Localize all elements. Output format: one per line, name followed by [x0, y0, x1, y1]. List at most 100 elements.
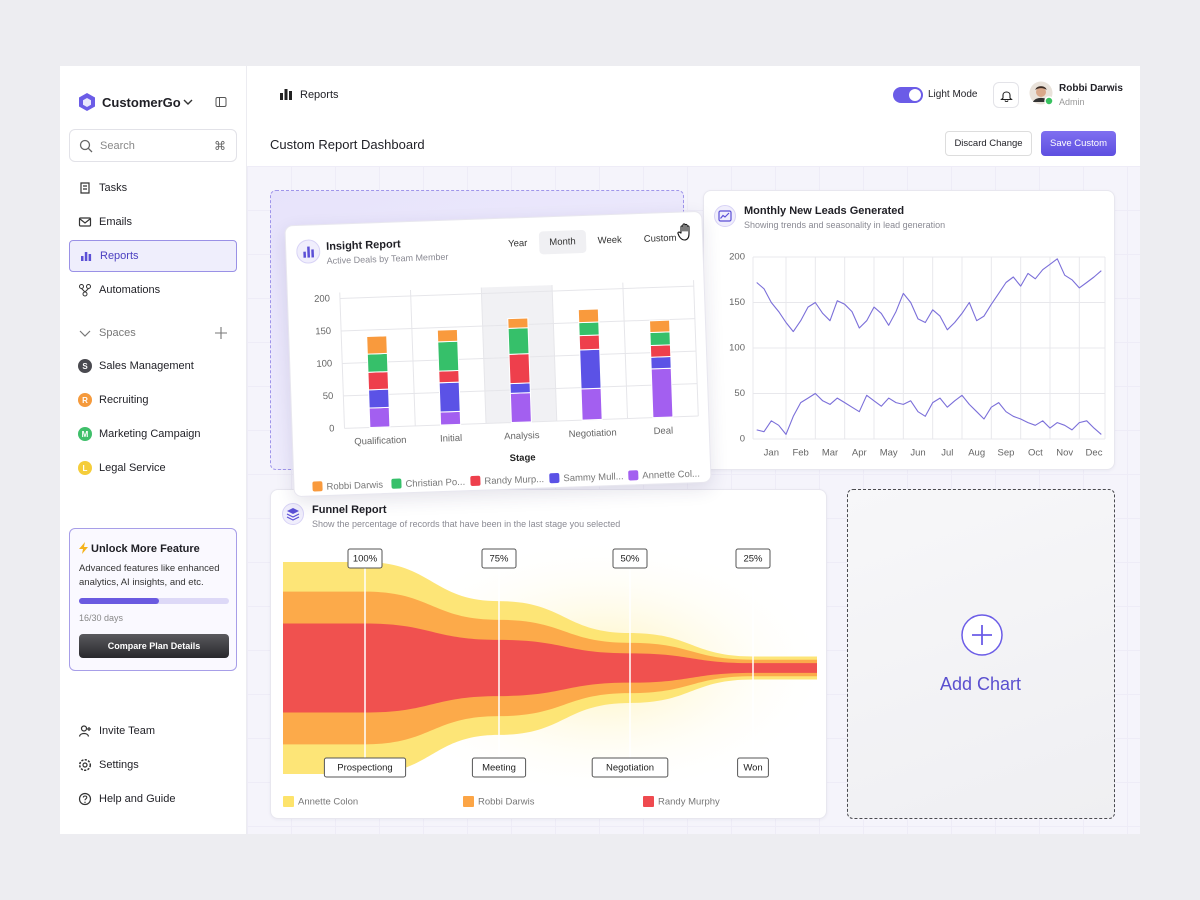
bar-segment [366, 335, 388, 355]
bar-segment [650, 356, 672, 370]
reports-icon [280, 89, 292, 100]
y-tick-label: 0 [740, 434, 745, 445]
insight-card[interactable]: Insight Report Active Deals by Team Memb… [284, 210, 712, 498]
add-space[interactable] [214, 326, 228, 340]
collapse-button[interactable] [215, 96, 227, 108]
y-tick-label: 50 [734, 388, 745, 399]
line-chart: 0 50 100 150 200 Jan Feb Mar Apr May Jun Jul Aug Sep O… [729, 252, 1106, 459]
brand-menu[interactable] [182, 97, 194, 107]
legend-swatch [283, 796, 294, 807]
bar-segment [650, 367, 674, 419]
compare-button[interactable]: Compare Plan Details [79, 634, 229, 658]
line-series [756, 258, 1102, 333]
x-tick-label: Feb [792, 448, 808, 459]
icon [78, 758, 92, 772]
x-tick-label: Deal [653, 425, 673, 437]
icon [78, 792, 92, 806]
card-icon [714, 205, 736, 227]
band-divider [622, 282, 629, 419]
promo-title: Unlock More Feature [91, 543, 200, 555]
bolt-icon [79, 542, 88, 554]
nav-label: Help and Guide [99, 793, 176, 805]
brand-logo [79, 93, 95, 111]
value-label: 25% [743, 554, 763, 565]
icon [79, 284, 91, 297]
promo-card: Unlock More Feature Advanced features li… [69, 528, 237, 671]
mode-label: Light Mode [928, 89, 978, 100]
bar-segment [508, 353, 531, 385]
icon [78, 217, 92, 227]
divider [246, 66, 247, 834]
bar-segment [509, 382, 531, 394]
save-button[interactable]: Save Custom [1041, 131, 1116, 156]
legend-label: Randy Murphy [658, 797, 720, 808]
legend-swatch [463, 796, 474, 807]
y-tick-label: 150 [315, 326, 331, 338]
bar-segment [507, 327, 530, 355]
legend-label: Randy Murp... [484, 474, 544, 487]
x-tick-label: Jul [941, 448, 953, 459]
nav-label: Settings [99, 759, 139, 771]
avatar[interactable] [1029, 81, 1055, 107]
nav-item[interactable]: Settings [69, 749, 237, 781]
bar-segment [437, 340, 460, 372]
card-icon [282, 503, 304, 525]
card-subtitle: Show the percentage of records that have… [312, 519, 621, 529]
progress-track [79, 598, 229, 604]
spaces-title: Spaces [99, 327, 136, 339]
space-label: Marketing Campaign [99, 428, 201, 440]
bar-segment [439, 410, 462, 426]
add-chart-slot[interactable]: Add Chart [847, 489, 1115, 819]
stage-box [737, 757, 769, 778]
space-badge: R [78, 393, 92, 407]
grid-line [339, 285, 694, 299]
legend-swatch [470, 475, 481, 486]
bar-segment [649, 344, 672, 358]
y-tick-label: 100 [316, 358, 332, 370]
bar-segment [368, 388, 390, 409]
x-tick-label: Apr [852, 448, 867, 459]
search-box[interactable]: Search ⌘ [69, 129, 237, 162]
space-badge: M [78, 427, 92, 441]
nav-item[interactable]: Tasks [69, 172, 237, 204]
nav-label: Invite Team [99, 725, 156, 737]
nav-item[interactable]: Invite Team [69, 715, 237, 747]
nav-label: Tasks [99, 182, 128, 194]
nav-item[interactable]: Help and Guide [69, 783, 237, 815]
y-tick-label: 200 [314, 293, 330, 305]
page-title: Custom Report Dashboard [270, 137, 425, 152]
x-tick-label: Jan [764, 448, 779, 459]
nav-item[interactable]: Reports [69, 240, 237, 272]
spaces-header[interactable]: Spaces [69, 317, 237, 349]
bar-segment [577, 308, 600, 324]
stage-label: Won [743, 763, 762, 774]
nav-item[interactable]: Emails [69, 206, 237, 238]
mode-toggle[interactable] [893, 87, 923, 103]
band-divider [693, 280, 699, 417]
space-item[interactable]: M Marketing Campaign [69, 418, 237, 450]
y-tick-label: 200 [729, 252, 745, 263]
user-role: Admin [1059, 97, 1085, 107]
toggle-knob [909, 89, 921, 101]
add-chart-label: Add Chart [939, 674, 1022, 694]
space-item[interactable]: R Recruiting [69, 384, 237, 416]
card-icon [296, 239, 321, 264]
nav-item[interactable]: Automations [69, 274, 237, 306]
y-tick-label: 100 [729, 343, 745, 354]
bar-segment [580, 387, 603, 421]
search-icon [79, 139, 93, 152]
space-item[interactable]: L Legal Service [69, 452, 237, 484]
discard-button[interactable]: Discard Change [945, 131, 1032, 156]
stage-box [471, 757, 527, 778]
x-tick-label: Dec [1086, 448, 1103, 459]
bar-segment [649, 331, 671, 347]
legend-label: Robbi Darwis [478, 797, 535, 808]
nav-label: Emails [99, 216, 133, 228]
funnel-card: 100% Prospectiong 75% Meeting 50% Negotiation… [270, 489, 827, 819]
value-box [612, 548, 648, 569]
bar-segment [578, 321, 600, 337]
notifications[interactable] [993, 82, 1019, 108]
space-item[interactable]: S Sales Management [69, 350, 237, 382]
funnel-band [283, 623, 817, 713]
legend-label: Christian Po... [405, 477, 465, 490]
